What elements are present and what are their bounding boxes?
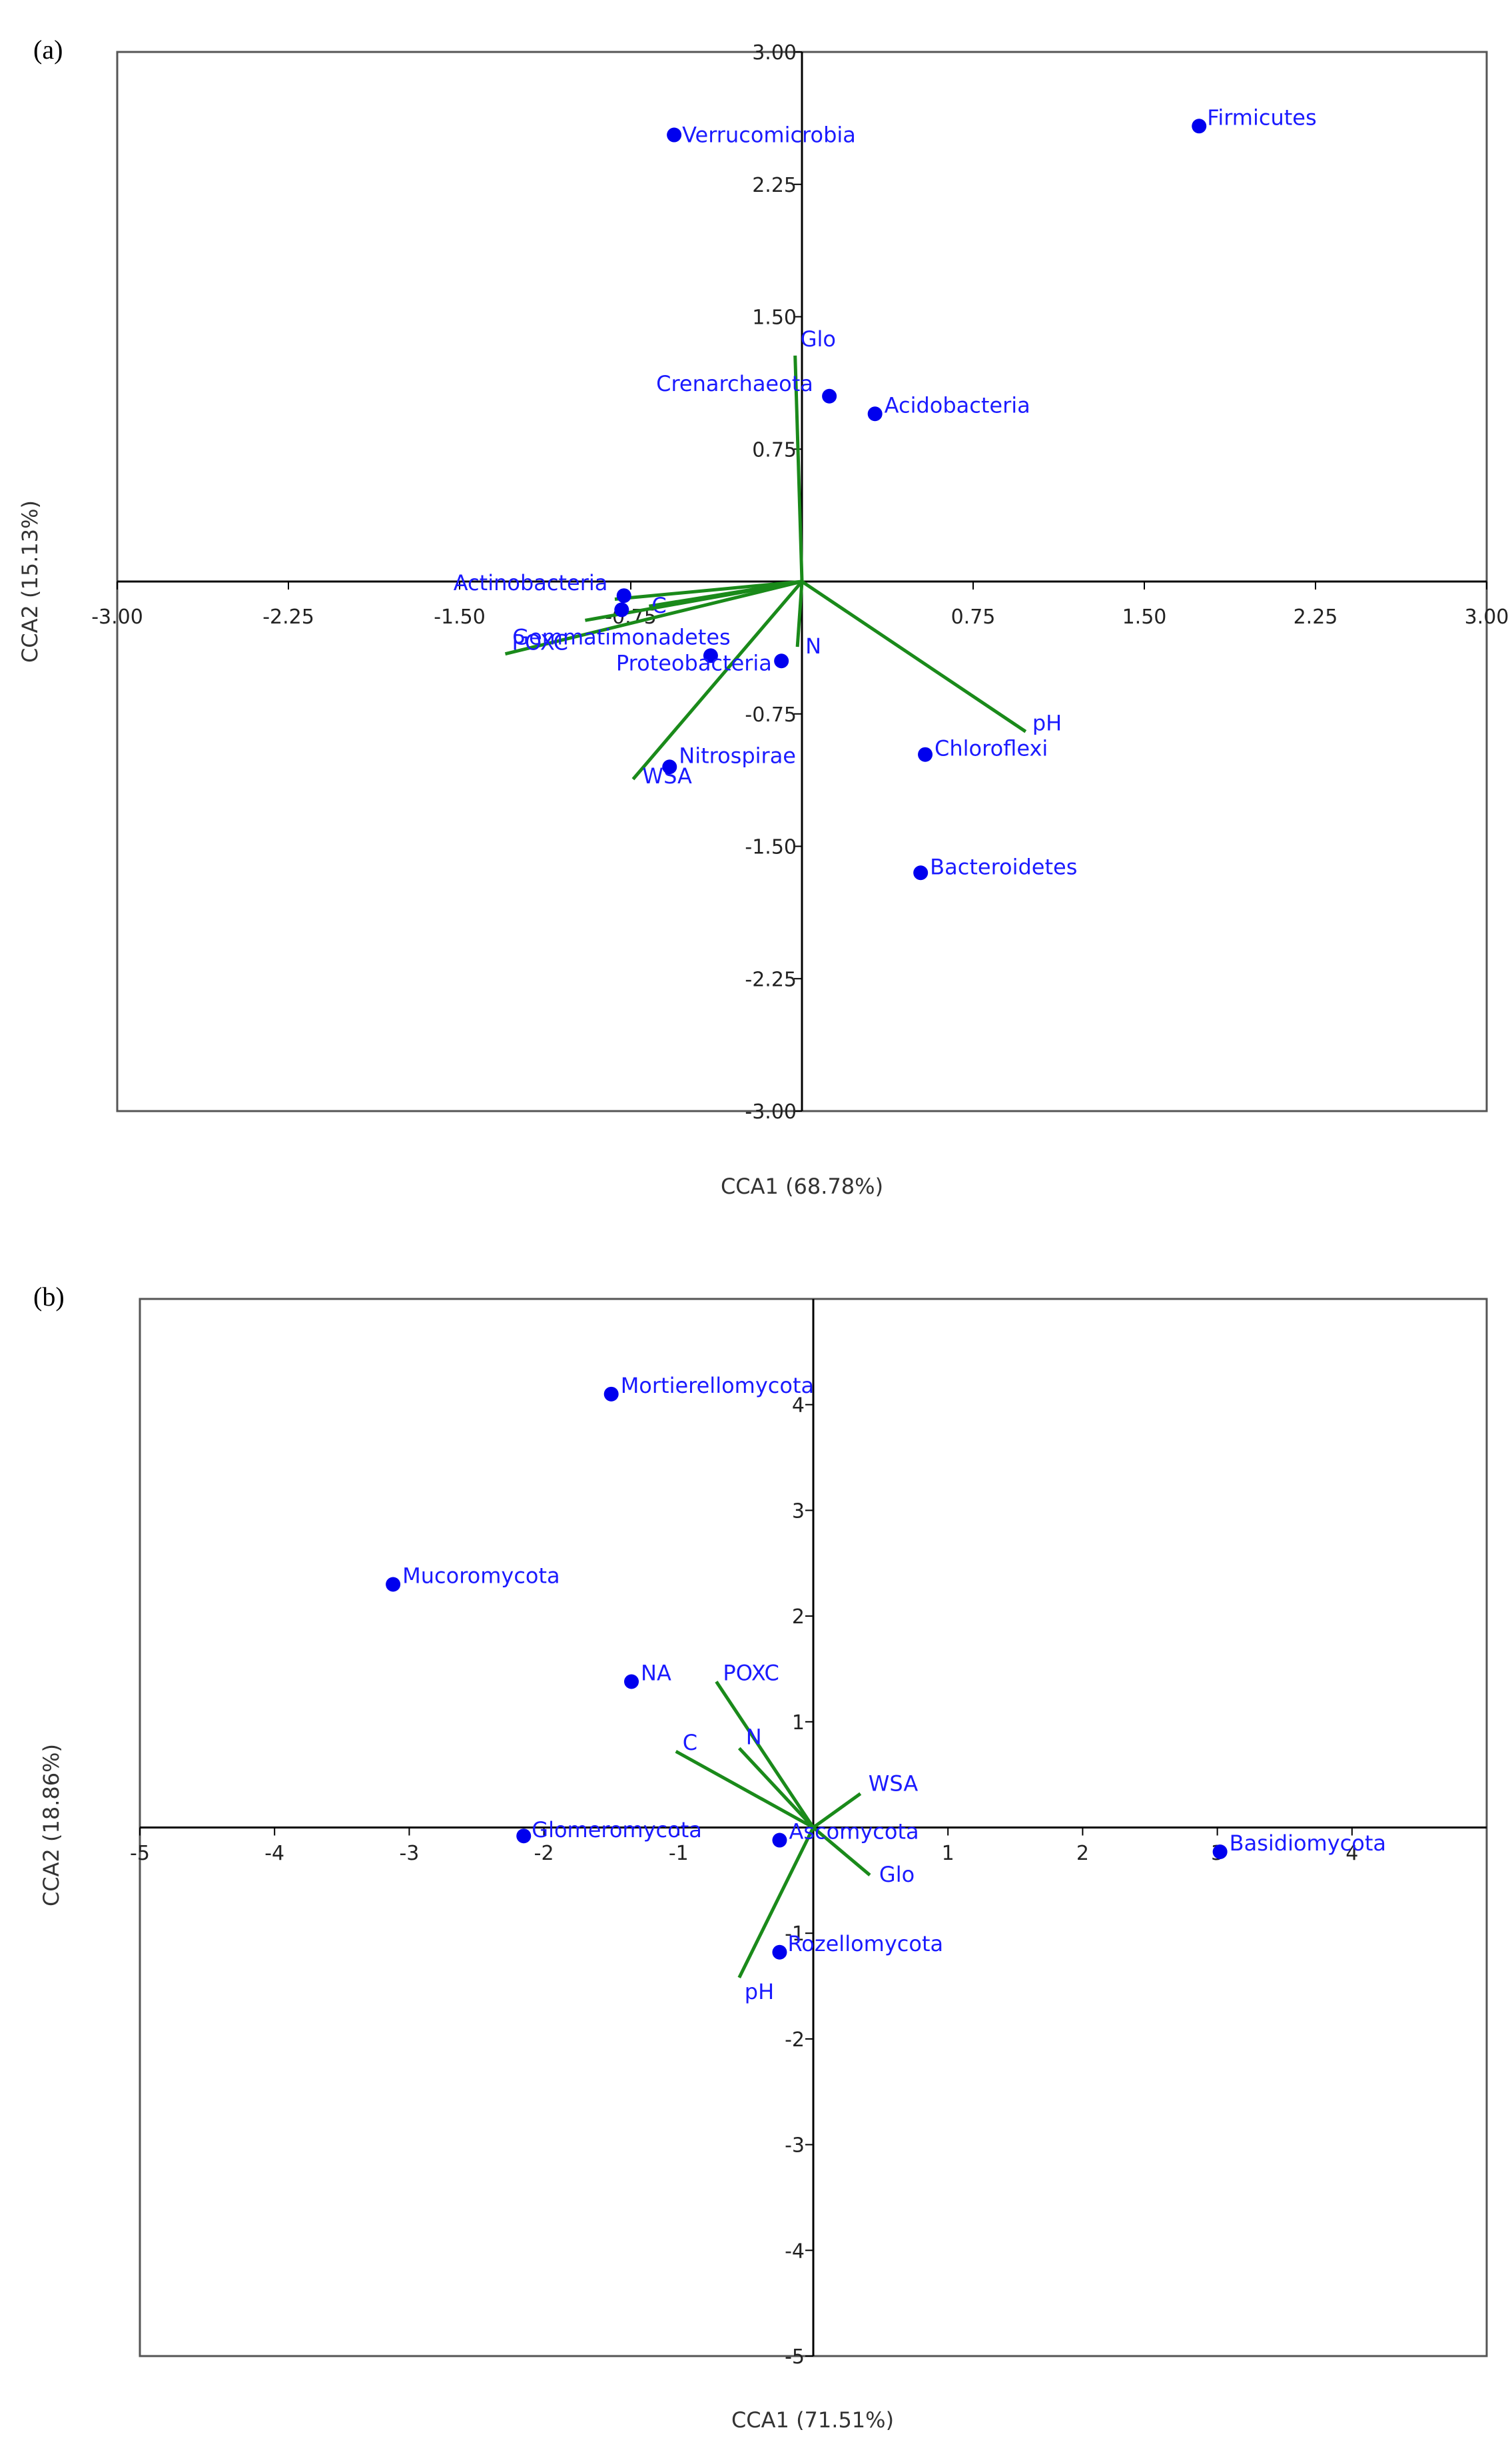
panel-b-x-tick-label: -2 [534, 1842, 554, 1865]
panel-a-x-tick-label: -2.25 [262, 606, 314, 629]
panel-b-y-tick-label: 3 [792, 1499, 805, 1523]
panel-b-vector-label-n: N [746, 1724, 762, 1749]
panel-a-point-chloroflexi [918, 747, 933, 762]
panel-a-point-crenarchaeota [822, 388, 837, 404]
panel-a-vector-poxc [504, 580, 803, 656]
panel-b-x-tick-label: -3 [399, 1842, 419, 1865]
panel-b-point-label-mucoromycota: Mucoromycota [402, 1563, 560, 1588]
panel-b-vector-label-c: C [683, 1730, 697, 1755]
panel-a-point-bacteroidetes [913, 865, 929, 881]
panel-a-point-verrucomicrobia [667, 127, 682, 143]
panel-a-point-proteobacteria [703, 648, 718, 663]
panel-a-vector-label-n: N [805, 633, 821, 659]
panel-b-point-ascomycota [772, 1832, 787, 1848]
panel-a-y-tick-label: -1.50 [745, 836, 797, 859]
panel-a-point-label-verrucomicrobia: Verrucomicrobia [682, 123, 856, 148]
panel-a-y-axis-title: CCA2 (15.13%) [17, 500, 43, 663]
panel-b-x-tick-label: 4 [1345, 1842, 1358, 1865]
panel-a-vector-label-poxc: POXC [512, 630, 568, 655]
panel-b-x-tick-label: 2 [1076, 1842, 1089, 1865]
panel-a-vector-label-ph: pH [1032, 710, 1062, 735]
panel-b-y-tick-label: -4 [785, 2239, 805, 2263]
panel-b-vector-glo [812, 1826, 871, 1876]
panel-b-point-na [624, 1674, 639, 1689]
panel-a-point-acidobacteria [867, 406, 883, 422]
panel-b-y-tick-label: -2 [785, 2028, 805, 2052]
panel-b-x-tick-label: 1 [942, 1842, 954, 1865]
panel-b-y-axis-title: CCA2 (18.86%) [39, 1744, 64, 1906]
panel-a-point-firmicutes [1192, 119, 1207, 134]
panel-a-x-axis-title: CCA1 (68.78%) [721, 1174, 883, 1199]
panel-a-y-tick-label: 3.00 [752, 41, 797, 65]
panel-b-y-tick-label: 4 [792, 1394, 805, 1418]
panel-b-vector-poxc [715, 1681, 815, 1828]
panel-b-vector-label-ph: pH [745, 1979, 774, 2004]
panel-a-point-label-nitrospirae: Nitrospirae [679, 743, 796, 768]
panel-b-point-label-rozellomycota: Rozellomycota [787, 1931, 943, 1956]
panel-a-y-tick-label: 0.75 [752, 438, 797, 462]
panel-a-y-tick-label: -2.25 [745, 968, 797, 991]
panel-a-point-actinobacteria [616, 588, 631, 604]
panel-b-point-label-na: NA [641, 1660, 671, 1685]
panel-a-x-tick-label: -1.50 [434, 606, 486, 629]
panel-a: (a) -3.00 -2.25 -1.50 -0.75 0.75 1.50 2.25 3.00 3… [17, 35, 1509, 1199]
panel-a-vector-glo [793, 355, 804, 582]
panel-a-x-tick-label: 3.00 [1465, 606, 1509, 629]
panel-a-x-tick-label: -3.00 [91, 606, 143, 629]
panel-b-point-mortierellomycota [603, 1386, 619, 1402]
panel-a-vector-label-glo: Glo [801, 326, 836, 352]
panel-a-y-tick-label: 2.25 [752, 174, 797, 197]
panel-a-point-label-firmicutes: Firmicutes [1207, 105, 1316, 130]
panel-b-vector-ph [737, 1827, 815, 1978]
panel-a-y-tick-label: 1.50 [752, 306, 797, 330]
panel-b-y-tick-label: 1 [792, 1711, 805, 1735]
panel-a-y-tick-label: -0.75 [745, 703, 797, 727]
panel-b-vector-label-poxc: POXC [723, 1660, 779, 1685]
panel-a-point-gemmatimonadetes [614, 602, 629, 617]
panel-b-point-label-mortierellomycota: Mortierellomycota [621, 1373, 814, 1398]
panel-a-vector-v7 [614, 580, 803, 601]
panel-b-point-label-basidiomycota: Basidiomycota [1230, 1830, 1386, 1856]
panel-b-point-rozellomycota [772, 1944, 787, 1960]
panel-a-vector-ph [801, 580, 1027, 733]
panel-b-vector-wsa [812, 1792, 862, 1829]
panel-a-point-label-chloroflexi: Chloroflexi [935, 736, 1048, 761]
panel-b-point-glomeromycota [516, 1828, 532, 1844]
panel-b-vector-label-wsa: WSA [869, 1771, 919, 1797]
panel-b-x-tick-label: -4 [264, 1842, 284, 1865]
panel-a-point-nitrospirae [662, 759, 677, 775]
panel-a-point-label-proteobacteria: Proteobacteria [616, 650, 772, 675]
panel-b-point-label-glomeromycota: Glomeromycota [532, 1817, 702, 1842]
panel-b-x-axis-title: CCA1 (71.51%) [731, 2407, 894, 2433]
panel-a-vector-n [795, 581, 804, 647]
panel-a-x-tick-label: 0.75 [951, 606, 996, 629]
panel-a-x-tick-label: 2.25 [1294, 606, 1338, 629]
panel-b-y-tick-label: -3 [785, 2134, 805, 2158]
panel-b-point-label-ascomycota: Ascomycota [789, 1819, 919, 1844]
panel-b-vector-c [675, 1750, 815, 1829]
panel-b-x-tick-label: -5 [130, 1842, 150, 1865]
panel-a-point-proteobacteria-b [774, 653, 789, 669]
panel-b-point-basidiomycota [1212, 1844, 1228, 1860]
panel-b-vector-label-glo: Glo [879, 1862, 915, 1887]
panel-a-point-label-acidobacteria: Acidobacteria [885, 392, 1030, 418]
panel-a-label: (a) [33, 35, 63, 65]
panel-b-label: (b) [33, 1282, 65, 1312]
panel-b-x-tick-label: -1 [669, 1842, 689, 1865]
panel-b-vector-n [737, 1747, 815, 1829]
panel-a-vector-wsa [631, 580, 803, 781]
panel-a-point-label-bacteroidetes: Bacteroidetes [930, 854, 1077, 879]
panel-b-y-tick-label: -1 [785, 1922, 805, 1946]
panel-a-x-tick-label: 1.50 [1122, 606, 1167, 629]
panel-a-y-tick-label: -3.00 [745, 1100, 797, 1124]
panel-a-point-label-actinobacteria: Actinobacteria [454, 570, 608, 596]
panel-a-point-label-gemmatimonadetes: Gemmatimonadetes [512, 624, 730, 649]
panel-b-point-mucoromycota [386, 1577, 401, 1592]
panel-a-point-label-crenarchaeota: Crenarchaeota [656, 371, 813, 396]
panel-b-y-tick-label: -5 [785, 2345, 805, 2369]
panel-b-y-tick-label: 2 [792, 1605, 805, 1629]
